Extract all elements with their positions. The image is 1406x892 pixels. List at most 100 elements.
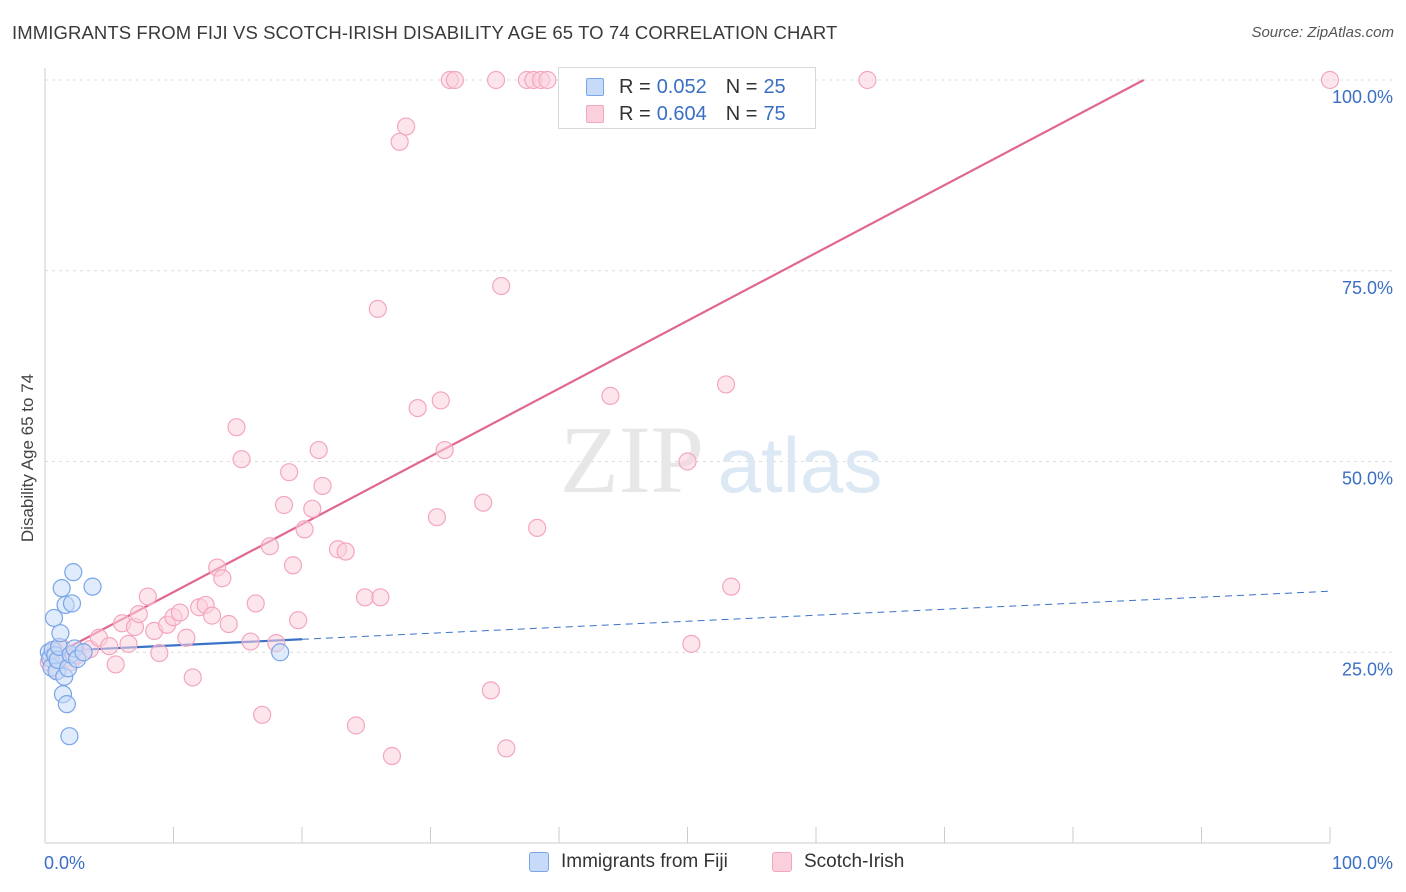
point-scotch-irish [219,614,238,634]
n-value: 75 [763,102,786,125]
point-scotch-irish [427,508,447,527]
n-value: 25 [763,75,786,98]
stats-row-scotch-irish: R = 0.604 N = 75 [586,102,786,126]
point-scotch-irish [368,299,387,318]
point-scotch-irish [678,452,697,471]
point-scotch-irish [408,398,427,418]
point-scotch-irish [431,391,450,410]
legend-item-fiji: Immigrants from Fiji [529,851,728,873]
point-scotch-irish [1320,70,1340,90]
r-value: 0.604 [656,102,707,125]
r-value: 0.052 [656,75,707,98]
y-axis-label: Disability Age 65 to 74 [18,374,37,542]
point-scotch-irish [303,499,322,518]
r-label: R = [619,75,651,98]
point-scotch-irish [601,386,620,405]
watermark-atlas: atlas [718,421,883,509]
point-scotch-irish [538,70,557,90]
legend-item-scotch-irish: Scotch-Irish [772,851,904,873]
point-scotch-irish [486,70,506,90]
scotch-irish-legend-swatch [772,852,792,872]
point-scotch-irish [232,450,251,469]
y-tick-label: 50.0% [1342,469,1393,489]
tick-labels: 25.0% 50.0% 75.0% 100.0% 0.0% 100.0% [44,87,1393,873]
point-scotch-irish [716,375,736,394]
y-tick-label: 75.0% [1342,278,1393,298]
point-fiji [74,643,93,662]
trendline-scotch-irish [44,79,1145,661]
point-scotch-irish [202,606,222,625]
point-fiji [62,594,82,613]
legend-label-fiji: Immigrants from Fiji [561,851,728,872]
point-scotch-irish [346,716,366,735]
data-points [39,70,1340,766]
n-label: N = [725,102,758,125]
legend-label-scotch-irish: Scotch-Irish [804,851,905,872]
point-scotch-irish [336,542,355,561]
point-scotch-irish [858,70,877,90]
point-scotch-irish [177,628,196,647]
point-scotch-irish [106,655,125,674]
fiji-swatch [586,78,604,96]
series-legend: Immigrants from Fiji Scotch-Irish [0,851,1406,877]
point-scotch-irish [492,276,511,296]
n-label: N = [725,75,758,98]
watermark: ZIP atlas [560,406,882,513]
point-scotch-irish [309,440,328,460]
point-fiji [64,563,83,582]
trend-lines [44,79,1331,661]
chart-title: IMMIGRANTS FROM FIJI VS SCOTCH-IRISH DIS… [12,22,838,43]
point-scotch-irish [280,463,299,482]
fiji-legend-swatch [529,852,549,872]
point-scotch-irish [497,739,516,758]
point-scotch-irish [170,603,190,622]
x-tick-label-min: 0.0% [44,853,85,873]
point-scotch-irish [129,604,148,624]
point-fiji [60,727,79,746]
point-scotch-irish [295,520,314,539]
point-scotch-irish [241,632,260,651]
point-scotch-irish [382,746,402,766]
point-scotch-irish [481,681,500,700]
point-scotch-irish [246,594,265,613]
point-scotch-irish [390,132,409,151]
point-scotch-irish [355,588,375,607]
point-scotch-irish [722,577,741,596]
point-fiji [44,608,64,628]
point-scotch-irish [138,587,157,606]
stats-row-fiji: R = 0.052 N = 25 [586,75,786,99]
point-scotch-irish [183,668,202,687]
point-scotch-irish [260,537,279,556]
trendline-fiji-dashed [301,590,1331,640]
point-fiji [271,643,290,662]
point-scotch-irish [528,518,547,537]
point-scotch-irish [283,556,303,575]
point-fiji [52,579,71,598]
x-tick-label-max: 100.0% [1332,853,1393,873]
axes [44,68,1331,844]
point-fiji [83,577,102,596]
scotch-irish-swatch [586,105,604,123]
point-scotch-irish [253,705,272,724]
point-scotch-irish [119,634,138,653]
y-tick-label: 25.0% [1342,659,1393,679]
point-scotch-irish [435,440,454,460]
point-scotch-irish [150,643,169,663]
point-scotch-irish [396,117,416,136]
grid-lines [45,79,1393,653]
point-scotch-irish [213,569,232,588]
point-scotch-irish [227,418,246,437]
point-scotch-irish [274,495,294,515]
point-fiji [51,624,70,643]
point-scotch-irish [313,476,332,496]
stats-legend: R = 0.052 N = 25 R = 0.604 N = 75 [558,67,816,129]
point-scotch-irish [371,588,390,607]
y-tick-label: 100.0% [1332,87,1393,107]
point-fiji [57,695,76,714]
point-scotch-irish [100,637,119,656]
r-label: R = [619,102,651,125]
source-label: Source: ZipAtlas.com [1251,24,1394,41]
point-scotch-irish [289,611,308,630]
point-scotch-irish [474,493,493,512]
